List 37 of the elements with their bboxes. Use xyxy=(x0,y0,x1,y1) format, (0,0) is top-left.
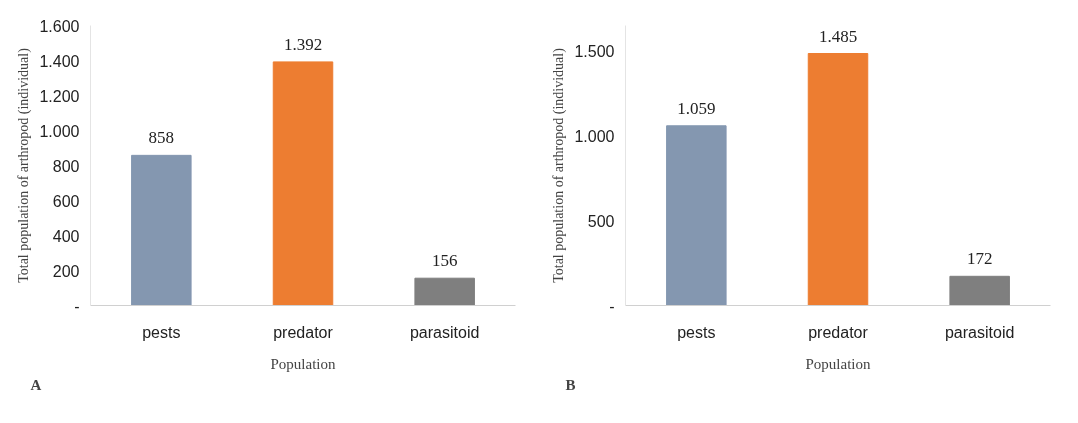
data-label: 858 xyxy=(148,128,175,148)
data-label: 1.392 xyxy=(283,34,323,54)
x-tick-label: parasitoid xyxy=(409,323,480,341)
y-tick-label: 200 xyxy=(52,262,80,280)
bar xyxy=(414,277,475,306)
data-label: 172 xyxy=(966,249,993,269)
bar xyxy=(949,275,1010,306)
x-tick-label: pests xyxy=(677,323,716,341)
y-tick-label: 600 xyxy=(52,192,80,210)
y-tick-label: 1.500 xyxy=(574,42,615,60)
x-axis-title: Population xyxy=(805,355,871,372)
text: B xyxy=(565,376,576,393)
y-tick-label: 1.600 xyxy=(39,17,80,35)
y-axis-title: Total population of arthropod (individual) xyxy=(551,47,568,283)
y-axis-title: Total population of arthropod (individual) xyxy=(16,47,33,283)
y-tick-label: 1.400 xyxy=(39,52,80,70)
text: A xyxy=(30,376,42,393)
data-label: 1.485 xyxy=(818,26,858,46)
bar xyxy=(807,53,869,306)
x-tick-label: pests xyxy=(142,323,181,341)
x-tick-label: predator xyxy=(808,323,869,341)
y-tick-label: - xyxy=(74,297,80,315)
bar xyxy=(272,61,334,306)
bar xyxy=(666,125,727,306)
y-tick-label: 1.000 xyxy=(574,127,615,145)
y-tick-label: 1.200 xyxy=(39,87,80,105)
bar xyxy=(131,154,192,306)
x-tick-label: predator xyxy=(273,323,334,341)
x-axis-title: Population xyxy=(270,355,336,372)
data-label: 156 xyxy=(431,251,458,271)
y-tick-label: 800 xyxy=(52,157,80,175)
y-tick-label: 500 xyxy=(587,212,615,230)
data-label: 1.059 xyxy=(677,98,716,118)
y-tick-label: 1.000 xyxy=(39,122,80,140)
y-tick-label: 400 xyxy=(52,227,80,245)
y-tick-label: - xyxy=(609,297,615,315)
x-tick-label: parasitoid xyxy=(944,323,1015,341)
